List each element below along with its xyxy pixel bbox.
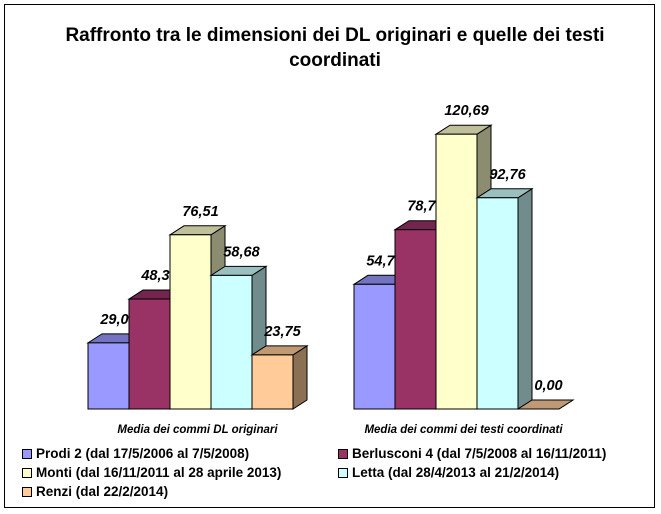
legend-swatch [22,467,32,478]
category-label: Media dei commi DL originari [117,424,278,436]
data-label: 92,76 [489,167,526,183]
bar-side-4-group-2 [517,187,533,410]
data-label: 58,68 [223,244,260,260]
legend-item: Renzi (dal 22/2/2014) [22,484,168,499]
data-label: 54,76 [366,253,403,269]
data-label: 0,00 [534,378,562,394]
category-label: Media dei commi dei testi coordinati [364,424,563,436]
legend-swatch [22,486,32,497]
data-label: 120,69 [444,103,488,119]
data-label: 78,74 [407,199,443,215]
data-label: 29,04 [99,312,136,328]
legend-label: Berlusconi 4 (dal 7/5/2008 al 16/11/2011… [352,446,607,461]
data-label: 23,75 [263,324,301,340]
bar-front-4-group-1 [210,274,253,410]
bar-front-3-group-1 [169,234,212,410]
legend-swatch [338,448,348,459]
legend-item: Berlusconi 4 (dal 7/5/2008 al 16/11/2011… [338,446,606,461]
bar-front-1-group-1 [87,342,130,410]
bar-top-5-group-2 [516,399,575,410]
data-label: 76,51 [182,204,218,220]
chart-title: Raffronto tra le dimensioni dei DL origi… [65,25,605,71]
bar-front-2-group-2 [394,229,437,410]
legend-item: Monti (dal 16/11/2011 al 28 aprile 2013) [22,465,281,480]
legend-label: Monti (dal 16/11/2011 al 28 aprile 2013) [36,465,282,480]
bar-side-5-group-1 [292,345,308,410]
bar-front-1-group-2 [353,283,396,410]
legend-label: Renzi (dal 22/2/2014) [36,484,169,499]
legend-swatch [22,448,32,459]
bar-front-2-group-1 [128,298,171,410]
data-label: 48,30 [140,268,177,284]
chart-frame: Raffronto tra le dimensioni dei DL origi… [4,4,655,508]
bar-front-3-group-2 [435,133,478,410]
bar-front-4-group-2 [476,197,519,410]
legend-label: Prodi 2 (dal 17/5/2006 al 7/5/2008) [36,446,250,461]
bar-front-5-group-1 [251,354,294,410]
legend-swatch [338,467,348,478]
legend-item: Letta (dal 28/4/2013 al 21/2/2014) [338,465,559,480]
legend-label: Letta (dal 28/4/2013 al 21/2/2014) [352,465,560,480]
legend-item: Prodi 2 (dal 17/5/2006 al 7/5/2008) [22,446,249,461]
